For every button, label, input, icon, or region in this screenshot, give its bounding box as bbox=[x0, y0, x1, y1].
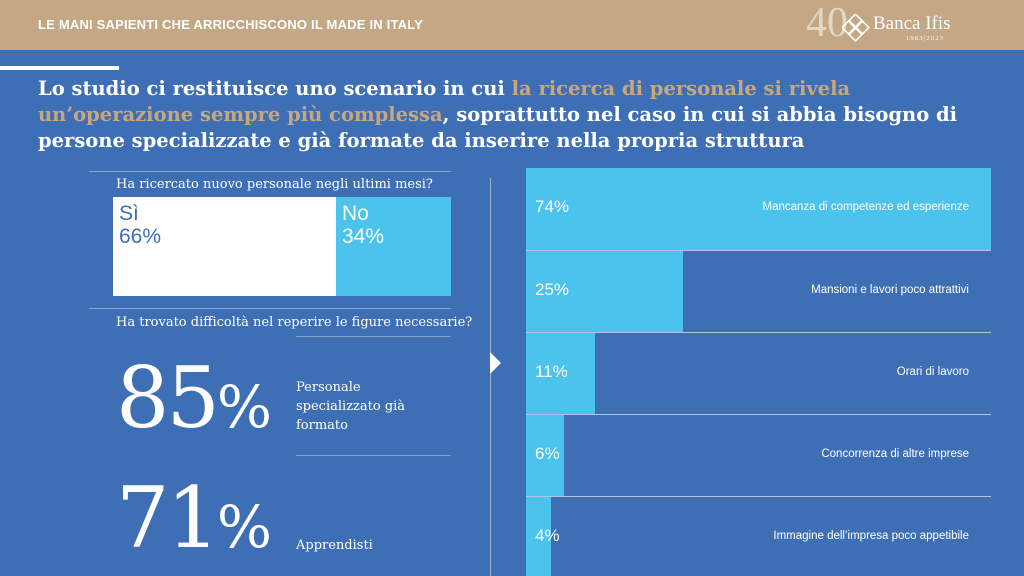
bar bbox=[526, 168, 991, 250]
no-label: No bbox=[342, 202, 369, 225]
accent-line bbox=[0, 66, 119, 70]
bar-row: 25% Mansioni e lavori poco attrattivi bbox=[526, 250, 991, 332]
stat-85-value: 85% bbox=[116, 356, 272, 449]
bar-category-label: Concorrenza di altre imprese bbox=[821, 448, 969, 460]
banca-ifis-logo: 40 Banca Ifis 1983|2023 bbox=[806, 0, 1018, 46]
logo-brand-name: Banca Ifis bbox=[873, 13, 951, 34]
no-value: 34% bbox=[342, 225, 385, 248]
bar-category-label: Immagine dell’impresa poco appetibile bbox=[773, 530, 969, 542]
bar-value-label: 74% bbox=[535, 197, 570, 216]
bar bbox=[526, 251, 683, 332]
bar-value-label: 6% bbox=[535, 444, 560, 463]
bar-row: 4% Immagine dell’impresa poco appetibile bbox=[526, 496, 991, 576]
bar-category-label: Mancanza di competenze ed esperienze bbox=[762, 201, 970, 213]
stat-85-number: 85 bbox=[116, 349, 220, 447]
headline-part-2: , soprattutto nel caso in cui si abbia b… bbox=[38, 103, 958, 152]
logo-anniversary-number: 40 bbox=[806, 0, 848, 46]
yes-label: Sì bbox=[119, 202, 139, 225]
no-segment: No 34% bbox=[336, 197, 451, 296]
headline-highlight: la ricerca di personale si rivela un’ope… bbox=[38, 77, 851, 126]
divider bbox=[296, 336, 451, 337]
logo-mark-icon bbox=[842, 14, 870, 42]
bar-value-label: 11% bbox=[535, 362, 568, 381]
arrow-right-icon bbox=[490, 352, 501, 374]
bar bbox=[526, 497, 551, 576]
reasons-bar-chart: 74% Mancanza di competenze ed esperienze 2… bbox=[526, 168, 991, 576]
yes-segment: Sì 66% bbox=[113, 197, 336, 296]
divider bbox=[89, 308, 451, 309]
bar-row: 6% Concorrenza di altre imprese bbox=[526, 414, 991, 496]
header-title: LE MANI SAPIENTI CHE ARRICCHISCONO IL MA… bbox=[38, 17, 424, 32]
stat-85-label: Personale specializzato già formato bbox=[296, 380, 406, 433]
divider bbox=[89, 171, 451, 172]
bar-category-label: Mansioni e lavori poco attrattivi bbox=[811, 284, 969, 296]
divider bbox=[296, 455, 451, 456]
stat-71-label: Apprendisti bbox=[296, 538, 373, 553]
logo-years: 1983|2023 bbox=[906, 35, 945, 42]
bar-row: 11% Orari di lavoro bbox=[526, 332, 991, 414]
bar bbox=[526, 333, 595, 414]
yes-value: 66% bbox=[119, 225, 162, 248]
headline: Lo studio ci restituisce uno scenario in… bbox=[38, 76, 998, 154]
bar-value-label: 25% bbox=[535, 280, 570, 299]
vertical-divider bbox=[490, 178, 491, 576]
bar-row: 74% Mancanza di competenze ed esperienze bbox=[526, 168, 991, 250]
stat-71-value: 71% bbox=[116, 476, 272, 569]
bar bbox=[526, 415, 564, 496]
stat-71-number: 71 bbox=[116, 469, 220, 567]
stat-71-unit: % bbox=[216, 493, 273, 561]
bar-category-label: Orari di lavoro bbox=[896, 366, 969, 378]
header-bar: LE MANI SAPIENTI CHE ARRICCHISCONO IL MA… bbox=[0, 0, 1024, 50]
question-2: Ha trovato difficoltà nel reperire le fi… bbox=[116, 315, 473, 330]
headline-part-1: Lo studio ci restituisce uno scenario in… bbox=[38, 77, 512, 100]
bar-value-label: 4% bbox=[535, 526, 560, 545]
stat-85-unit: % bbox=[216, 373, 273, 441]
question-1: Ha ricercato nuovo personale negli ultim… bbox=[116, 177, 433, 192]
